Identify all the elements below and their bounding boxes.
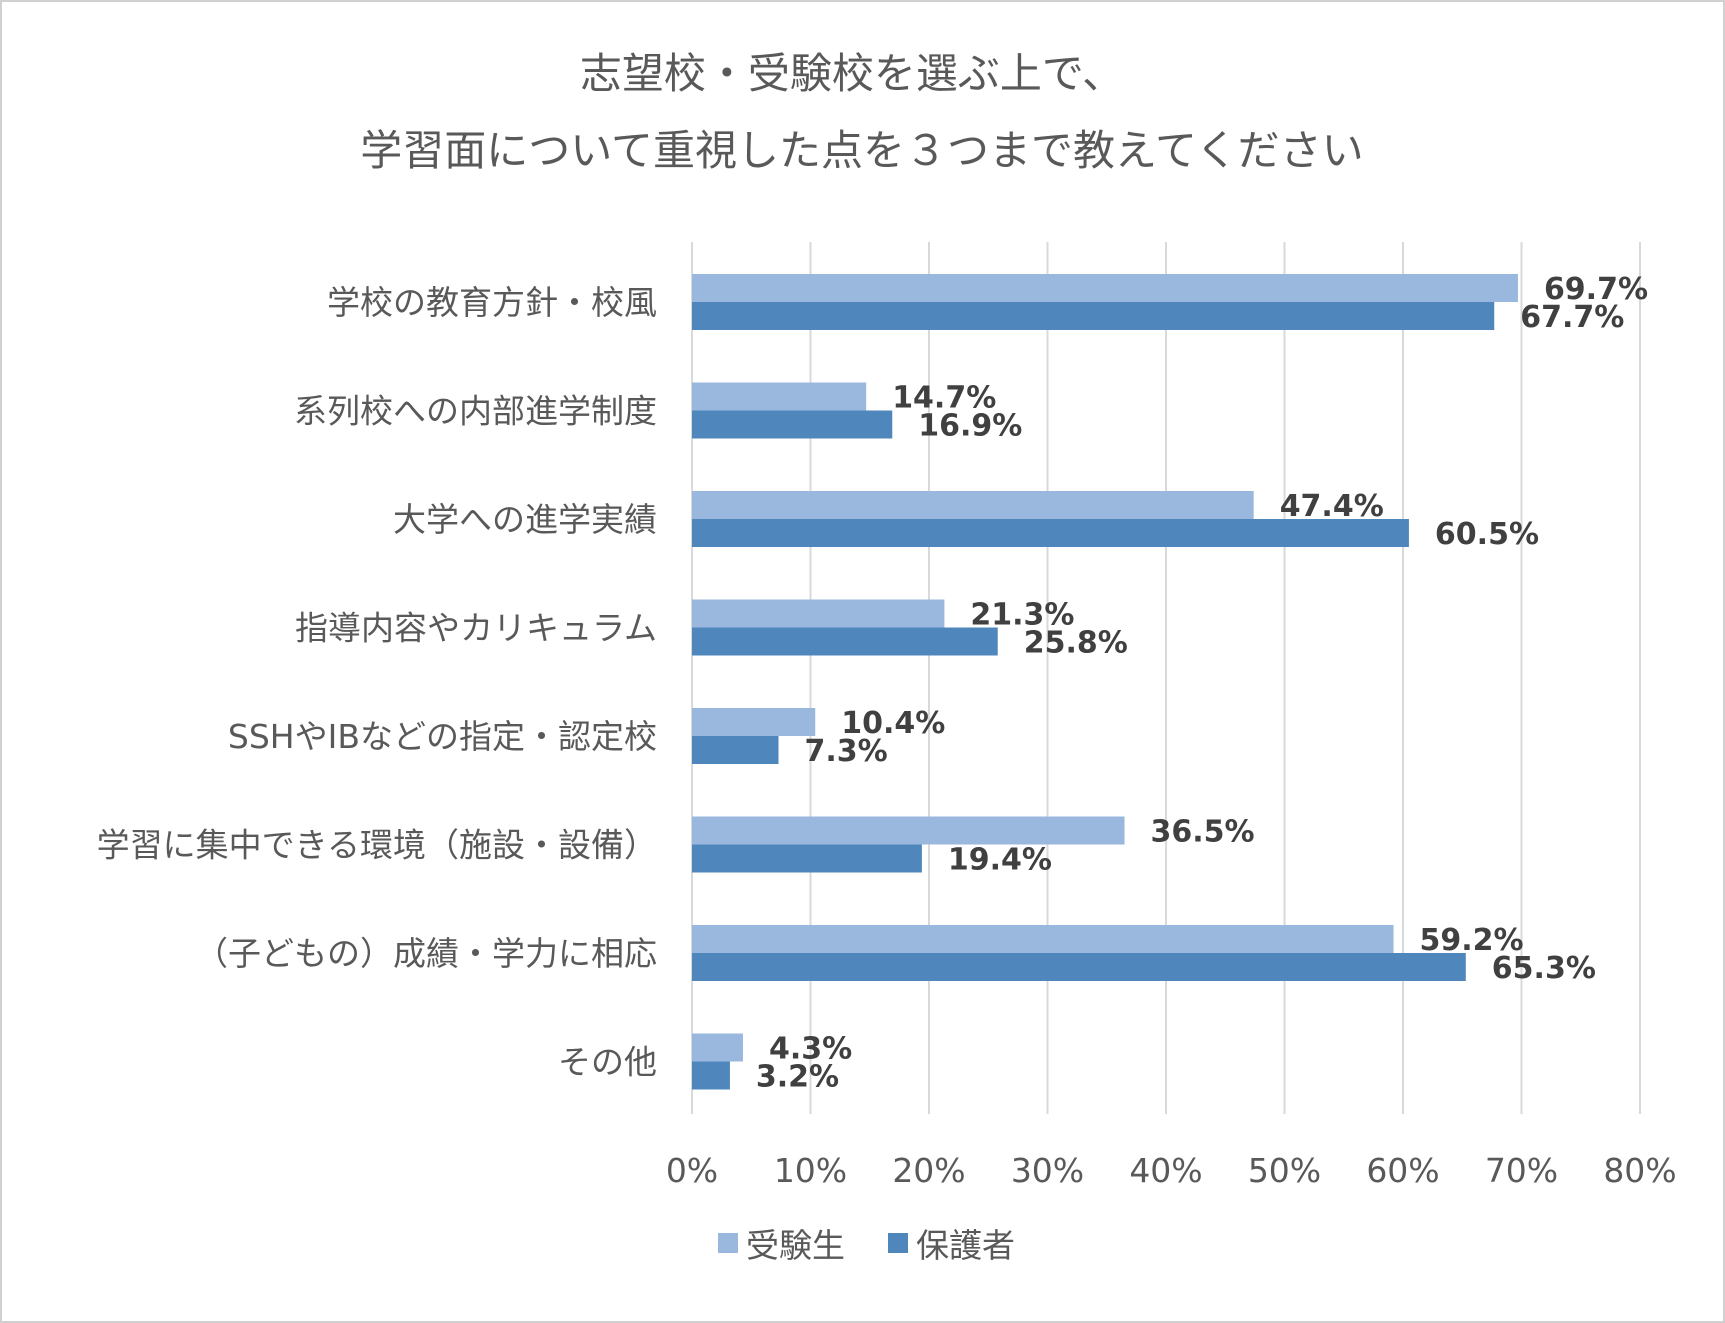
bar-series-2: [692, 519, 1409, 547]
category-label: 指導内容やカリキュラム: [295, 609, 657, 648]
bar-series-1: [692, 816, 1125, 845]
category-label: （子どもの）成績・学力に相応: [195, 934, 657, 973]
bar-series-2: [692, 302, 1495, 330]
bar-series-2: [692, 736, 779, 764]
category-label: その他: [558, 1043, 657, 1082]
legend-swatch: [888, 1233, 908, 1253]
bar-series-2: [692, 1061, 730, 1090]
chart-title-line-1: 志望校・受験校を選ぶ上で、: [580, 49, 1124, 98]
legend-label: 保護者: [916, 1226, 1015, 1265]
category-label: 系列校への内部進学制度: [294, 392, 657, 431]
data-label: 60.5%: [1435, 517, 1539, 552]
data-label: 16.9%: [918, 409, 1022, 444]
data-label: 65.3%: [1492, 951, 1596, 986]
bar-series-2: [692, 627, 998, 656]
data-label: 4.3%: [769, 1032, 852, 1067]
x-tick-label: 20%: [892, 1151, 965, 1190]
bar-series-2: [692, 410, 893, 439]
data-label: 36.5%: [1151, 815, 1255, 850]
x-axis-tick-labels: 0% 10% 20% 30% 40% 50% 60% 70% 80%: [666, 1151, 1677, 1190]
bar-series-1: [692, 708, 816, 736]
bar-series-1: [692, 274, 1518, 302]
bars: [692, 274, 1518, 1090]
data-label: 25.8%: [1024, 626, 1128, 661]
legend: 受験生 保護者: [718, 1226, 1015, 1265]
x-tick-label: 30%: [1011, 1151, 1084, 1190]
data-label: 69.7%: [1544, 272, 1648, 307]
category-label: 大学への進学実績: [393, 500, 657, 539]
data-label: 7.3%: [805, 734, 888, 769]
x-tick-label: 10%: [774, 1151, 847, 1190]
bar-series-2: [692, 953, 1466, 981]
category-label: SSHやIBなどの指定・認定校: [228, 717, 657, 756]
data-label: 47.4%: [1280, 489, 1384, 524]
category-labels: 学校の教育方針・校風系列校への内部進学制度大学への進学実績指導内容やカリキュラム…: [97, 283, 657, 1082]
bar-series-1: [692, 599, 945, 628]
x-tick-label: 60%: [1366, 1151, 1439, 1190]
bar-series-1: [692, 925, 1394, 953]
data-label: 67.7%: [1520, 300, 1624, 335]
legend-label: 受験生: [746, 1226, 845, 1265]
data-label: 19.4%: [948, 843, 1052, 878]
x-tick-label: 40%: [1129, 1151, 1202, 1190]
x-tick-label: 70%: [1485, 1151, 1558, 1190]
category-label: 学習に集中できる環境（施設・設備）: [97, 826, 657, 865]
bar-series-1: [692, 491, 1254, 519]
data-label: 21.3%: [970, 598, 1074, 633]
data-label: 59.2%: [1420, 923, 1524, 958]
category-label: 学校の教育方針・校風: [327, 283, 657, 322]
data-label: 14.7%: [892, 381, 996, 416]
x-tick-label: 0%: [666, 1151, 718, 1190]
legend-swatch: [718, 1233, 738, 1253]
x-tick-label: 80%: [1603, 1151, 1676, 1190]
chart-title-line-2: 学習面について重視した点を３つまで教えてください: [360, 126, 1363, 175]
bar-series-1: [692, 1033, 743, 1062]
chart-title: 志望校・受験校を選ぶ上で、 学習面について重視した点を３つまで教えてください: [360, 49, 1363, 175]
bar-series-2: [692, 844, 922, 873]
bar-series-1: [692, 382, 867, 411]
data-label: 3.2%: [756, 1060, 839, 1095]
data-label: 10.4%: [841, 706, 945, 741]
data-labels: 69.7%67.7% 14.7%16.9% 47.4% 60.5% 21.3%25.8%…: [756, 272, 1648, 1095]
x-tick-label: 50%: [1248, 1151, 1321, 1190]
